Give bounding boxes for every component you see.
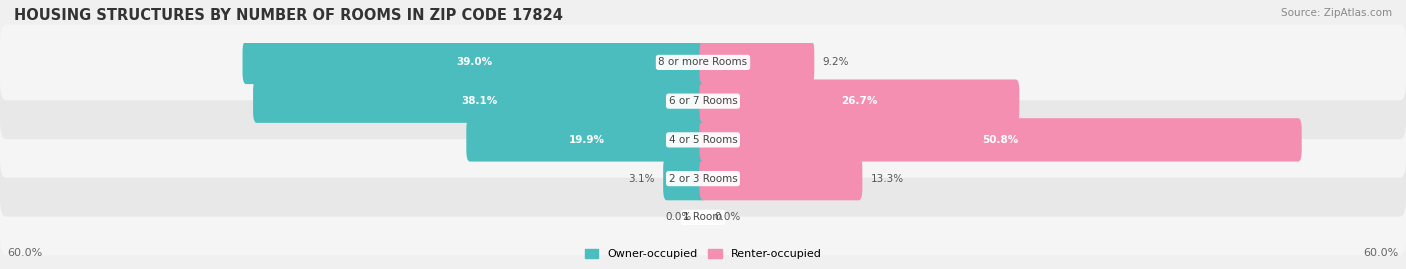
FancyBboxPatch shape [0, 24, 1406, 100]
Text: 8 or more Rooms: 8 or more Rooms [658, 57, 748, 68]
Text: 26.7%: 26.7% [841, 96, 877, 106]
FancyBboxPatch shape [664, 157, 707, 200]
Text: HOUSING STRUCTURES BY NUMBER OF ROOMS IN ZIP CODE 17824: HOUSING STRUCTURES BY NUMBER OF ROOMS IN… [14, 8, 562, 23]
FancyBboxPatch shape [700, 41, 814, 84]
Text: 9.2%: 9.2% [823, 57, 849, 68]
FancyBboxPatch shape [0, 102, 1406, 178]
Text: 6 or 7 Rooms: 6 or 7 Rooms [669, 96, 737, 106]
Text: 19.9%: 19.9% [568, 135, 605, 145]
Text: 3.1%: 3.1% [628, 174, 655, 184]
Text: 0.0%: 0.0% [665, 212, 692, 222]
Text: Source: ZipAtlas.com: Source: ZipAtlas.com [1281, 8, 1392, 18]
Text: 38.1%: 38.1% [461, 96, 498, 106]
Text: 60.0%: 60.0% [1364, 248, 1399, 258]
Text: 2 or 3 Rooms: 2 or 3 Rooms [669, 174, 737, 184]
Text: 0.0%: 0.0% [714, 212, 741, 222]
Text: 50.8%: 50.8% [983, 135, 1019, 145]
Legend: Owner-occupied, Renter-occupied: Owner-occupied, Renter-occupied [581, 244, 825, 263]
Text: 1 Room: 1 Room [683, 212, 723, 222]
FancyBboxPatch shape [700, 157, 862, 200]
FancyBboxPatch shape [467, 118, 707, 162]
FancyBboxPatch shape [243, 41, 707, 84]
Text: 39.0%: 39.0% [457, 57, 492, 68]
FancyBboxPatch shape [0, 179, 1406, 255]
Text: 13.3%: 13.3% [870, 174, 904, 184]
FancyBboxPatch shape [0, 63, 1406, 139]
FancyBboxPatch shape [253, 79, 707, 123]
Text: 4 or 5 Rooms: 4 or 5 Rooms [669, 135, 737, 145]
FancyBboxPatch shape [700, 118, 1302, 162]
FancyBboxPatch shape [700, 79, 1019, 123]
FancyBboxPatch shape [0, 141, 1406, 217]
Text: 60.0%: 60.0% [7, 248, 42, 258]
